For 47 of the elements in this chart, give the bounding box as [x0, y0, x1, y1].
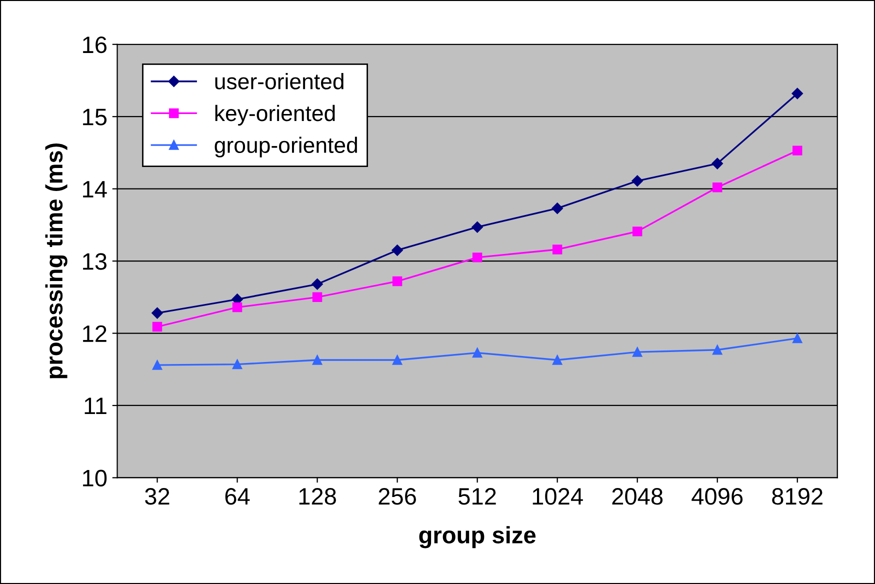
legend-label: group-oriented — [214, 136, 357, 158]
point — [632, 175, 643, 186]
point — [232, 359, 242, 370]
point — [552, 355, 562, 365]
point — [712, 158, 723, 170]
y-tick-label: 16 — [83, 36, 106, 54]
point — [392, 244, 403, 256]
point — [152, 360, 162, 370]
point — [312, 278, 323, 290]
point — [152, 307, 163, 319]
point — [792, 88, 803, 100]
point — [552, 244, 562, 254]
point — [712, 345, 722, 355]
point — [632, 347, 642, 357]
point — [632, 226, 642, 236]
point — [552, 202, 563, 214]
x-tick-label: 2048 — [612, 488, 663, 505]
y-tick-label: 13 — [83, 253, 106, 270]
x-tick-label: 64 — [225, 488, 250, 505]
x-tick-label: 8192 — [772, 488, 822, 505]
point — [472, 222, 483, 233]
x-tick-label: 128 — [299, 488, 336, 505]
x-axis-title: group size — [419, 526, 536, 548]
y-tick-label: 11 — [84, 398, 106, 414]
point — [472, 348, 482, 358]
y-tick-label: 12 — [83, 325, 106, 342]
point — [392, 355, 402, 365]
point — [312, 292, 322, 302]
point — [312, 355, 322, 365]
x-tick-label: 1024 — [532, 488, 583, 505]
x-tick-label: 32 — [145, 488, 170, 505]
x-tick-label: 4096 — [692, 488, 743, 505]
point — [712, 182, 722, 192]
x-tick-label: 512 — [458, 488, 496, 505]
y-tick-label: 14 — [83, 181, 107, 198]
point — [392, 276, 402, 286]
y-tick-label: 15 — [83, 108, 107, 126]
legend-label: key-oriented — [215, 104, 335, 126]
point — [152, 322, 162, 332]
point — [472, 252, 482, 262]
x-tick-label: 256 — [378, 488, 416, 505]
point — [792, 146, 802, 156]
point — [792, 333, 802, 344]
legend-label: user-oriented — [215, 73, 344, 90]
y-axis-title: processing time (ms) — [45, 143, 68, 378]
point — [232, 302, 242, 312]
y-tick-label: 10 — [83, 470, 107, 486]
